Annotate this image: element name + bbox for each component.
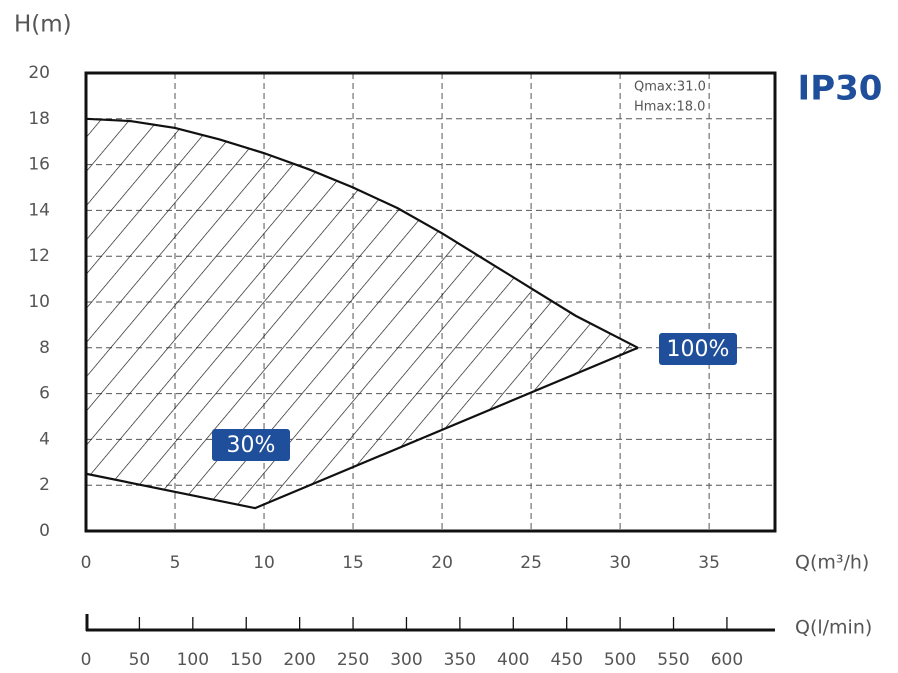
x-axis-label: Q(m³/h) (795, 552, 869, 574)
x-tick-label: 15 (342, 553, 364, 573)
x2-tick-label: 300 (390, 650, 422, 670)
y-tick-label: 20 (28, 63, 50, 83)
curve (85, 346, 639, 510)
series-badge (212, 429, 290, 461)
y-axis-label: H(m) (14, 12, 72, 38)
x2-tick-label: 400 (497, 650, 529, 670)
y-tick-label: 18 (28, 109, 50, 129)
y-tick-label: 10 (28, 292, 50, 312)
y-tick-label: 6 (39, 384, 50, 404)
y-tick-label: 12 (28, 246, 50, 266)
x2-tick-label: 0 (81, 650, 92, 670)
x-tick-label: 35 (698, 553, 720, 573)
series-label: 30% (227, 433, 276, 458)
x-tick-label: 25 (520, 553, 542, 573)
x2-tick-label: 200 (283, 650, 315, 670)
x2-tick-label: 500 (604, 650, 636, 670)
plot-frame (84, 71, 777, 533)
x2-tick-label: 150 (230, 650, 262, 670)
curve (85, 117, 639, 349)
y-tick-label: 16 (28, 155, 50, 175)
annotation: Hmax:18.0 (634, 100, 705, 115)
y-tick-label: 14 (28, 200, 50, 220)
x2-tick-label: 250 (337, 650, 369, 670)
series-badge (659, 333, 737, 365)
chart-title: IP30 (798, 69, 883, 109)
x2-tick-label: 50 (129, 650, 151, 670)
y-tick-label: 4 (39, 429, 50, 449)
y-tick-label: 2 (39, 475, 50, 495)
x2-axis-label: Q(l/min) (795, 617, 872, 639)
x-tick-label: 30 (609, 553, 631, 573)
y-tick-label: 0 (39, 521, 50, 541)
hatched-area (86, 118, 638, 509)
y-tick-label: 8 (39, 338, 50, 358)
x-tick-label: 5 (170, 553, 181, 573)
x-tick-label: 10 (253, 553, 275, 573)
annotation: Qmax:31.0 (634, 80, 706, 95)
x-tick-label: 20 (431, 553, 453, 573)
x2-tick-label: 550 (657, 650, 689, 670)
x2-tick-label: 450 (550, 650, 582, 670)
x2-tick-label: 350 (444, 650, 476, 670)
x-tick-label: 0 (81, 553, 92, 573)
series-label: 100% (667, 337, 730, 362)
x2-tick-label: 600 (711, 650, 743, 670)
x2-tick-label: 100 (177, 650, 209, 670)
